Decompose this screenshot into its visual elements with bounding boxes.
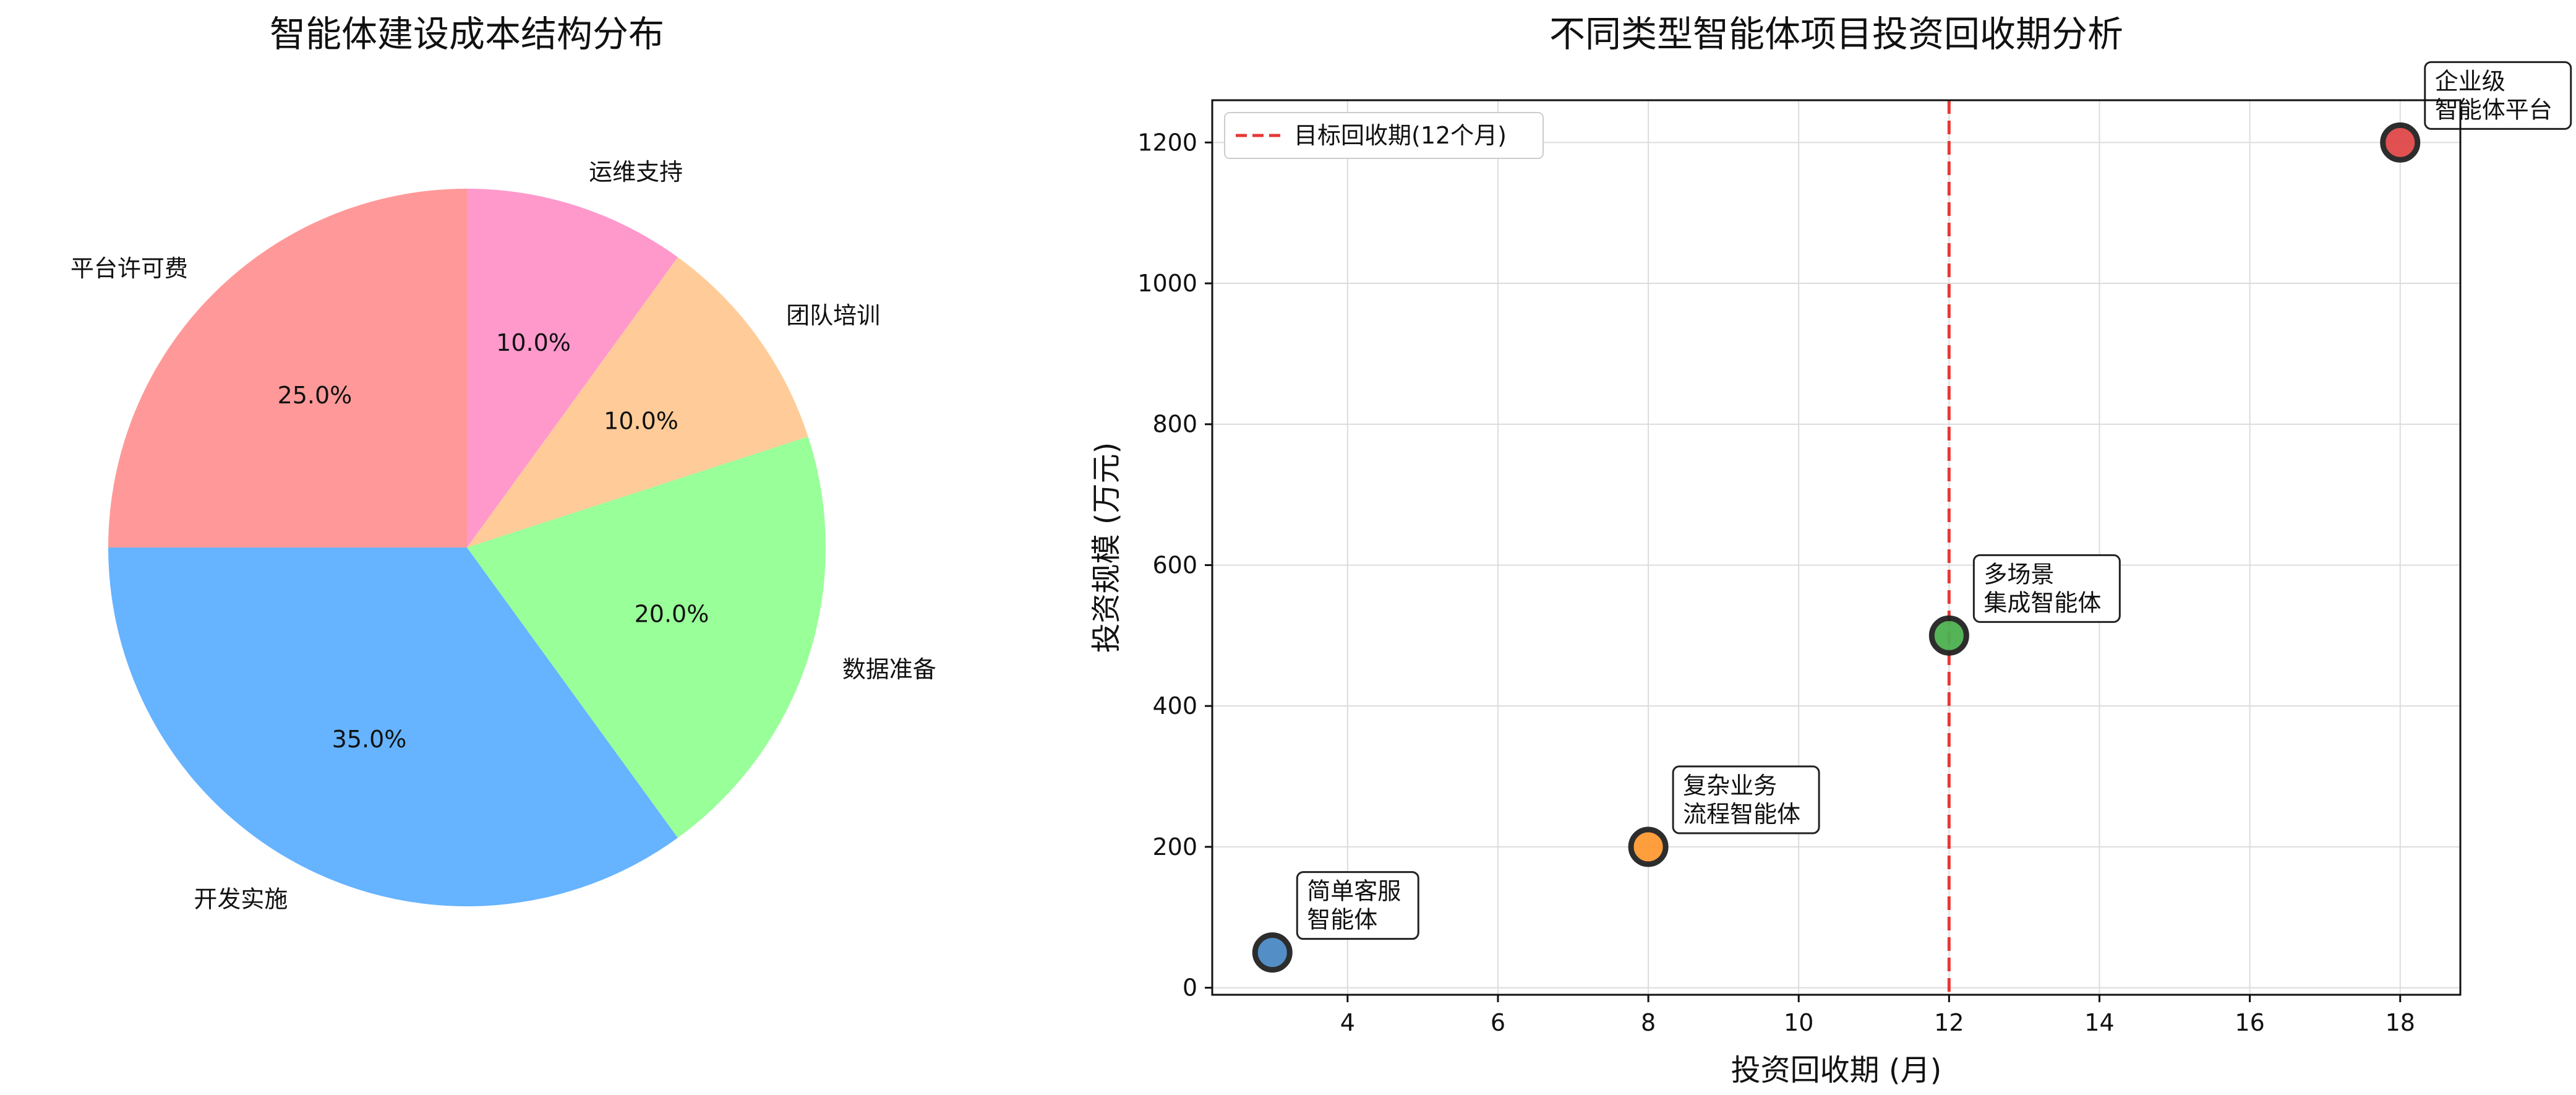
y-tick-label: 1200 bbox=[1137, 129, 1197, 156]
x-tick-label: 8 bbox=[1641, 1009, 1656, 1036]
scatter-chart-title: 不同类型智能体项目投资回收期分析 bbox=[1549, 13, 2123, 55]
pie-slice bbox=[467, 189, 678, 548]
annotation-box bbox=[2424, 61, 2572, 130]
y-tick-label: 1000 bbox=[1137, 270, 1197, 297]
y-tick-label: 600 bbox=[1152, 551, 1197, 578]
pie-slice bbox=[108, 189, 467, 548]
x-tick-label: 16 bbox=[2235, 1009, 2264, 1036]
x-tick-label: 18 bbox=[2386, 1009, 2415, 1036]
annotation-box bbox=[1972, 554, 2121, 623]
annotation-label: 复杂业务流程智能体 bbox=[1683, 772, 1800, 828]
pie-category-label: 开发实施 bbox=[194, 885, 288, 912]
pie-category-label: 运维支持 bbox=[589, 158, 683, 186]
y-tick-label: 200 bbox=[1152, 833, 1197, 861]
pie-percent-label: 10.0% bbox=[604, 407, 678, 434]
pie-slice bbox=[467, 436, 826, 838]
scatter-point bbox=[1252, 932, 1293, 973]
pie-percent-label: 35.0% bbox=[332, 726, 407, 753]
annotation-line: 智能体 bbox=[1307, 906, 1377, 934]
pie-slice bbox=[467, 257, 808, 548]
annotation-line: 企业级 bbox=[2435, 67, 2505, 95]
legend-label: 目标回收期(12个月) bbox=[1294, 122, 1507, 149]
annotation-line: 多场景 bbox=[1983, 560, 2054, 588]
pie-category-label: 团队培训 bbox=[786, 302, 880, 329]
scatter-point bbox=[1628, 827, 1669, 867]
pie-category-label: 平台许可费 bbox=[71, 255, 188, 282]
annotation-line: 集成智能体 bbox=[1983, 589, 2101, 616]
pie-percent-label: 10.0% bbox=[496, 329, 571, 356]
x-tick-label: 14 bbox=[2084, 1009, 2114, 1036]
y-axis-label: 投资规模 (万元) bbox=[1089, 442, 1124, 653]
pie-chart-title: 智能体建设成本结构分布 bbox=[270, 13, 664, 55]
scatter-chart: 不同类型智能体项目投资回收期分析 4 6 8 10 12 14 16 18 0 200 400 600 8… bbox=[1089, 13, 2572, 1088]
annotation-box bbox=[1672, 765, 1820, 835]
scatter-point bbox=[2380, 122, 2421, 163]
legend-box bbox=[1224, 112, 1544, 159]
x-axis-label: 投资回收期 (月) bbox=[1731, 1053, 1942, 1088]
axes-frame bbox=[1211, 99, 2462, 996]
x-tick-label: 6 bbox=[1491, 1009, 1505, 1036]
annotation-box bbox=[1296, 871, 1419, 940]
x-tick-label: 4 bbox=[1340, 1009, 1355, 1036]
annotation-line: 复杂业务 bbox=[1683, 772, 1777, 799]
y-tick-label: 0 bbox=[1183, 974, 1197, 1002]
pie-category-label: 数据准备 bbox=[842, 656, 936, 683]
pie-slice bbox=[108, 548, 678, 906]
scatter-point bbox=[1928, 615, 1969, 656]
y-tick-label: 400 bbox=[1152, 692, 1197, 719]
y-tick-label: 800 bbox=[1152, 411, 1197, 438]
x-tick-label: 12 bbox=[1934, 1009, 1964, 1036]
annotation-line: 简单客服 bbox=[1307, 878, 1401, 905]
annotation-line: 流程智能体 bbox=[1683, 801, 1800, 828]
pie-percent-label: 20.0% bbox=[635, 601, 709, 628]
x-tick-label: 10 bbox=[1784, 1009, 1813, 1036]
annotation-label: 多场景集成智能体 bbox=[1983, 560, 2101, 616]
annotation-label: 简单客服智能体 bbox=[1307, 878, 1401, 934]
pie-percent-label: 25.0% bbox=[278, 382, 353, 409]
